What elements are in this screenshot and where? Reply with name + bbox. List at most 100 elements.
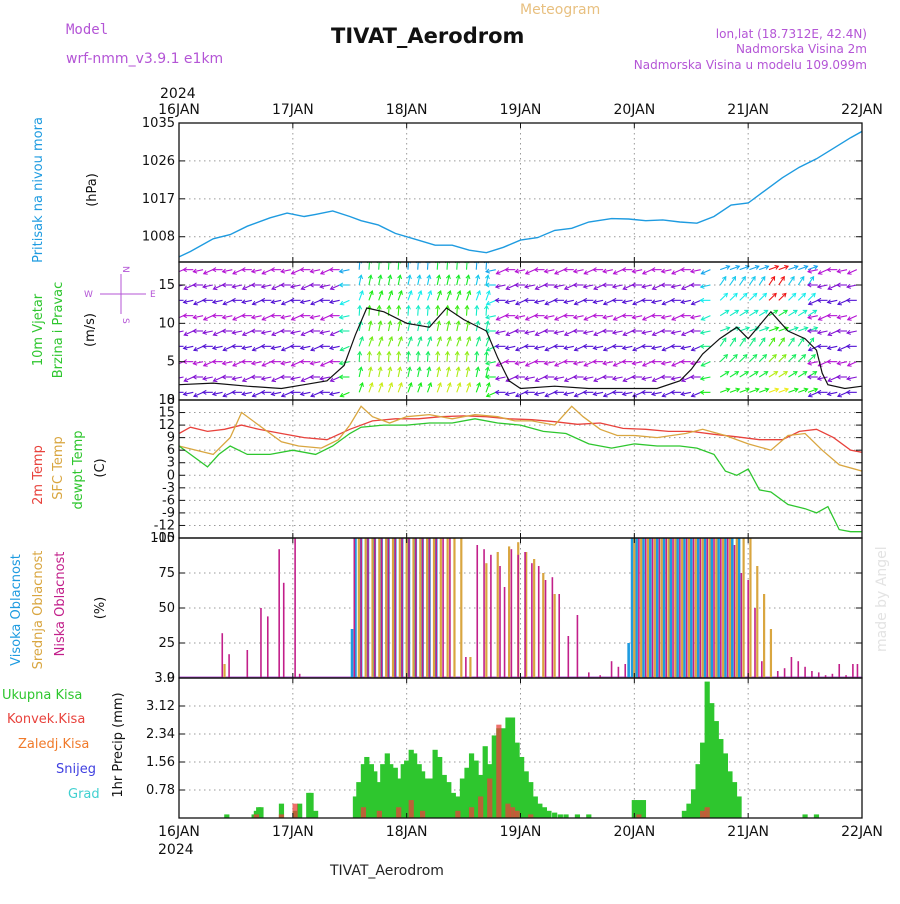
wind-arrow-head (174, 317, 178, 321)
wind-arrow (417, 321, 421, 332)
wind-arrow-head (611, 389, 617, 395)
wind-arrow (534, 299, 545, 303)
wind-arrow (320, 315, 331, 321)
wind-arrow (583, 361, 594, 367)
wind-arrow (465, 275, 470, 286)
wind-arrow (397, 275, 401, 286)
wind-arrow-head (826, 299, 832, 305)
total-rain-bar (473, 760, 479, 818)
wind-arrow (749, 292, 758, 301)
wind-arrow (768, 388, 779, 393)
wind-arrow (179, 315, 184, 319)
total-rain-bar (360, 764, 367, 818)
wind-arrow-head (455, 366, 461, 372)
wind-arrow-head (494, 343, 500, 349)
wind-arrow (681, 299, 692, 303)
wind-arrow (202, 330, 213, 334)
wind-arrow-head (182, 267, 187, 273)
wind-arrow-head (827, 285, 833, 291)
wind-arrow-head (426, 366, 432, 372)
low-cloud-bar (360, 538, 362, 678)
model-name: wrf-nmm_v3.9.1 e1km (66, 51, 223, 67)
wind-arrow-head (735, 387, 741, 393)
wind-arrow-head (456, 335, 462, 341)
wind-arrow-head (524, 316, 530, 321)
wind-arrow-head (231, 375, 237, 381)
wind-arrow-head (338, 374, 344, 380)
total-rain-bar (392, 767, 398, 818)
wind-arrow-head (182, 391, 188, 397)
wind-arrow-head (300, 331, 306, 337)
low-cloud-bar (367, 538, 369, 678)
wind-arrow (368, 382, 373, 393)
wind-arrow (817, 376, 828, 380)
y-tick-label: 1035 (142, 116, 175, 131)
wind-arrow-head (505, 331, 511, 337)
wind-arrow-head (690, 300, 696, 306)
wind-arrow-head (454, 350, 460, 356)
wind-arrow (808, 345, 818, 351)
wind-arrow (613, 361, 623, 367)
x-tick-label: 16JAN (158, 102, 200, 118)
wind-arrow-head (202, 270, 208, 275)
total-rain-bar (388, 764, 394, 818)
wind-arrow (719, 354, 728, 363)
wind-arrow-head (455, 320, 461, 326)
mid-cloud-bar (533, 559, 536, 678)
wind-arrow-head (475, 274, 481, 280)
wind-arrow (436, 305, 439, 316)
wind-arrow-head (783, 309, 789, 315)
wind-arrow (485, 315, 496, 319)
wind-arrow-head (780, 275, 785, 281)
wind-arrow (749, 309, 759, 317)
wind-arrow-head (612, 362, 618, 367)
wind-arrow-head (689, 328, 695, 334)
wind-arrow-head (689, 314, 695, 320)
wind-arrow-head (444, 350, 450, 356)
wind-arrow-head (689, 282, 695, 288)
total-rain-bar (404, 760, 410, 818)
y-tick-label: 1.56 (146, 755, 175, 770)
low-cloud-bar (638, 538, 640, 678)
total-rain-bar (450, 792, 456, 818)
wind-arrow-head (534, 331, 540, 337)
wind-arrow (310, 345, 321, 351)
high-cloud-bar (662, 538, 666, 678)
wind-arrow-head (319, 316, 325, 321)
wind-arrow-head (553, 389, 558, 395)
wind-arrow (642, 269, 653, 275)
mid-cloud-bar (453, 538, 456, 678)
y-tick-label: 75 (158, 566, 175, 581)
wind-arrow-head (250, 328, 256, 334)
convective-rain-bar (253, 814, 260, 818)
wind-arrow-head (724, 309, 730, 315)
wind-arrow-head (573, 300, 579, 306)
wind-arrow (593, 330, 604, 336)
wind-arrow (701, 269, 711, 275)
wind-arrow (749, 337, 756, 347)
wind-arrow-head (524, 283, 529, 289)
wind-arrow-head (780, 337, 785, 343)
wind-arrow-head (689, 268, 695, 274)
wind-arrow (407, 382, 412, 393)
wind-arrow (642, 376, 653, 380)
wind-arrow-head (261, 270, 267, 275)
wind-arrow (378, 262, 380, 270)
wind-arrow-head (845, 343, 851, 349)
wind-arrow (661, 315, 672, 319)
convective-rain-bar (360, 807, 367, 818)
wind-arrow-head (812, 309, 818, 315)
total-rain-bar (396, 778, 402, 818)
wind-arrow-head (485, 366, 490, 372)
wind-arrow-head (523, 297, 529, 303)
wind-arrow (827, 284, 838, 290)
wind-arrow-head (680, 331, 686, 337)
low-cloud-bar (567, 636, 570, 678)
wind-arrow (456, 275, 460, 286)
wind-arrow-head (612, 316, 618, 321)
model-label: Model (66, 22, 108, 38)
wind-arrow-head (612, 270, 618, 275)
wind-arrow-head (515, 300, 520, 306)
wind-arrow-head (733, 354, 738, 359)
wind-arrow-head (826, 345, 832, 351)
